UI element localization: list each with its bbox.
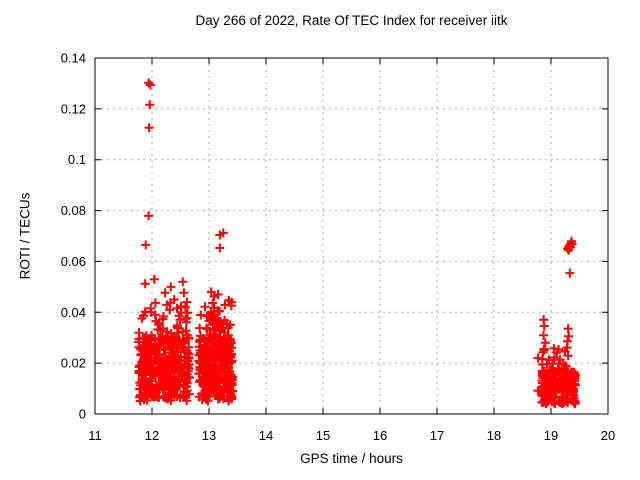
y-tick-label: 0.08 [61,203,86,218]
y-axis-label: ROTI / TECUs [17,192,33,280]
y-tick-label: 0.14 [61,51,86,66]
x-tick-label: 13 [202,428,216,443]
x-tick-label: 18 [487,428,501,443]
x-tick-label: 19 [544,428,558,443]
x-tick-label: 11 [88,428,102,443]
x-tick-label: 15 [316,428,330,443]
x-tick-label: 16 [373,428,387,443]
chart-title: Day 266 of 2022, Rate Of TEC Index for r… [195,13,508,28]
plot-border [94,57,609,415]
x-tick-label: 12 [145,428,159,443]
y-tick-label: 0 [79,407,86,422]
x-axis-label: GPS time / hours [300,451,403,466]
y-tick-label: 0.02 [61,356,86,371]
data-points-roti [134,78,580,409]
x-tick-label: 14 [259,428,273,443]
y-tick-label: 0.12 [61,101,86,116]
x-tick-label: 17 [430,428,444,443]
y-tick-label: 0.1 [68,152,86,167]
y-tick-label: 0.04 [61,305,86,320]
y-tick-label: 0.06 [61,254,86,269]
x-tick-label: 20 [601,428,615,443]
